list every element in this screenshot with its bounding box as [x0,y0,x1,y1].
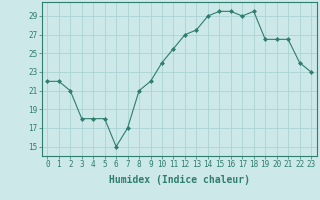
X-axis label: Humidex (Indice chaleur): Humidex (Indice chaleur) [109,175,250,185]
